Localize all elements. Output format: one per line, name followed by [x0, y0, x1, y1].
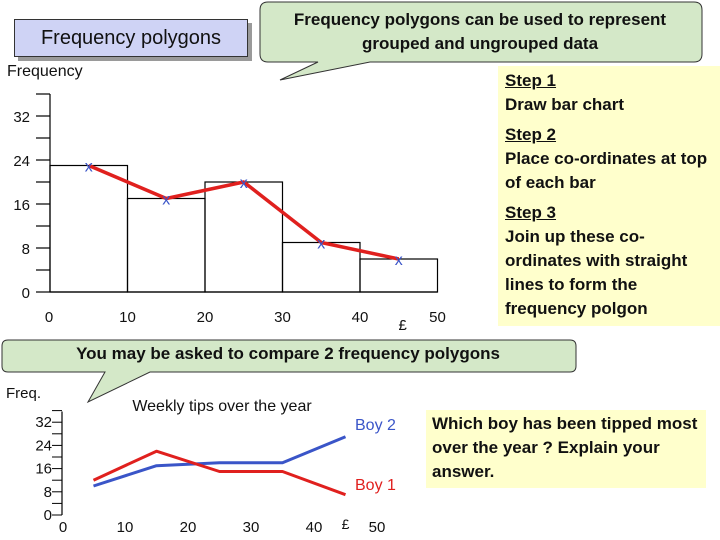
y-axis-label: Freq.: [6, 385, 41, 402]
series-line: [93, 435, 347, 488]
y-tick-label: 24: [35, 437, 52, 454]
x-tick-label: 20: [180, 519, 197, 536]
callout-bubble: [259, 1, 703, 81]
y-tick-label: 32: [13, 109, 30, 126]
y-tick-label: 32: [35, 414, 52, 431]
x-tick-label: 40: [306, 519, 323, 536]
bar: [126, 197, 206, 293]
x-tick-label: 20: [197, 309, 214, 326]
polygon-point-marker: x: [162, 192, 170, 209]
x-tick-label: 10: [119, 309, 136, 326]
step-3-text: Join up these co-ordinates with straight…: [505, 227, 688, 318]
x-tick-label: 50: [369, 519, 386, 536]
step-2-title: Step 2: [505, 125, 557, 144]
y-tick-label: 8: [22, 241, 30, 258]
step-2-text: Place co-ordinates at top of each bar: [505, 149, 708, 192]
y-axis-label: Frequency: [7, 63, 83, 80]
x-unit-label: £: [398, 317, 407, 334]
step-1-title: Step 1: [505, 71, 557, 90]
x-tick-label: 30: [243, 519, 260, 536]
y-tick-label: 16: [13, 197, 30, 214]
x-tick-label: 40: [352, 309, 369, 326]
x-unit-label: £: [342, 516, 350, 532]
step-1-text: Draw bar chart: [505, 95, 625, 114]
compare-callout-bubble: [1, 339, 577, 404]
callout-text: Frequency polygons can be used to repres…: [293, 10, 667, 53]
polygon-point-marker: x: [317, 236, 325, 253]
x-tick-label: 0: [45, 309, 53, 326]
x-tick-label: 10: [117, 519, 134, 536]
x-tick-label: 30: [274, 309, 291, 326]
series-line: [92, 449, 347, 497]
y-tick-label: 16: [35, 461, 52, 478]
chart-title: Weekly tips over the year: [132, 398, 312, 415]
polygon-point-marker: x: [85, 159, 93, 176]
step-3-title: Step 3: [505, 203, 557, 222]
bar: [204, 181, 284, 293]
polygon-point-marker: x: [395, 252, 403, 269]
y-tick-label: 8: [44, 484, 52, 501]
bar: [49, 164, 129, 293]
question-panel: Which boy has been tipped most over the …: [426, 410, 706, 488]
series-label: Boy 2: [355, 417, 396, 434]
series-label: Boy 1: [355, 477, 396, 494]
question-text: Which boy has been tipped most over the …: [432, 414, 698, 481]
x-tick-label: 50: [429, 309, 446, 326]
frequency-polygon-line: [88, 163, 400, 261]
compare-text: You may be asked to compare 2 frequency …: [76, 344, 500, 363]
page-title: Frequency polygons: [14, 19, 248, 57]
steps-panel: Step 1 Draw bar chart Step 2 Place co-or…: [498, 66, 720, 326]
tips-chart: Freq. Weekly tips over the year 0 8 16 24 32 0 1…: [6, 385, 396, 536]
polygon-point-marker: x: [240, 175, 248, 192]
x-tick-label: 0: [59, 519, 67, 536]
y-tick-label: 0: [22, 285, 30, 302]
y-tick-label: 24: [13, 153, 30, 170]
y-tick-label: 0: [44, 507, 52, 524]
frequency-chart: Frequency 0 8 16 24 32 0 10 20 30 40 50 £ x x x x x: [7, 63, 446, 334]
